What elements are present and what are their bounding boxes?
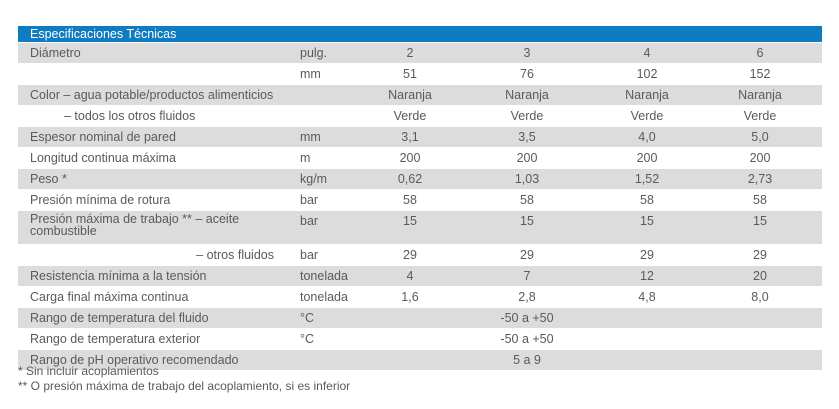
cell-value: 0,62	[397, 172, 423, 186]
row-label: Longitud continua máxima	[30, 151, 176, 165]
cell-value: Naranja	[505, 88, 549, 102]
cell-value: 29	[520, 248, 534, 262]
cell-value: 29	[640, 248, 654, 262]
cell-value: 58	[753, 193, 767, 207]
row-unit: tonelada	[300, 269, 348, 283]
cell-value: 200	[399, 151, 421, 165]
row-unit: pulg.	[300, 46, 328, 60]
cell-value: 2,73	[747, 172, 773, 186]
row-label: Rango de pH operativo recomendado	[30, 353, 239, 367]
table-title: Especificaciones Técnicas	[18, 26, 822, 42]
row-label: Presión mínima de rotura	[30, 193, 171, 207]
row-label: Color – agua potable/productos alimentic…	[30, 88, 274, 102]
row-label: Presión máxima de trabajo ** – aceite co…	[30, 212, 240, 238]
cell-value: 15	[753, 214, 767, 228]
cell-value: Verde	[630, 109, 664, 123]
cell-value: Verde	[510, 109, 544, 123]
cell-value: 1,6	[401, 290, 419, 304]
table-row: Rango de temperatura exterior °C -50 a +50	[18, 329, 822, 350]
table-row: – todos los otros fluidos Verde Verde Verde…	[18, 106, 822, 127]
cell-value: Verde	[393, 109, 427, 123]
row-unit: bar	[300, 248, 319, 262]
row-unit: mm	[300, 67, 321, 81]
cell-value: 5,0	[751, 130, 769, 144]
cell-value: Naranja	[625, 88, 669, 102]
merged-value: 5 a 9	[513, 353, 541, 367]
table-row: Color – agua potable/productos alimentic…	[18, 85, 822, 106]
cell-value: 200	[636, 151, 658, 165]
cell-value: 4	[643, 46, 651, 60]
cell-value: 152	[749, 67, 771, 81]
table-row: Rango de pH operativo recomendado 5 a 9	[18, 350, 822, 371]
table-row: Presión máxima de trabajo ** – aceite co…	[18, 211, 822, 245]
table-row: Diámetro pulg. 2 3 4 6	[18, 43, 822, 64]
row-label: Peso *	[30, 172, 67, 186]
cell-value: 12	[640, 269, 654, 283]
cell-value: 3,1	[401, 130, 419, 144]
table-row: mm 51 76 102 152	[18, 64, 822, 85]
cell-value: 2,8	[518, 290, 536, 304]
row-label: Diámetro	[30, 46, 81, 60]
cell-value: 4,0	[638, 130, 656, 144]
table-row: Rango de temperatura del fluido °C -50 a +…	[18, 308, 822, 329]
cell-value: 76	[520, 67, 534, 81]
cell-value: 8,0	[751, 290, 769, 304]
cell-value: 15	[403, 214, 417, 228]
row-label: – todos los otros fluidos	[64, 109, 196, 123]
cell-value: 58	[640, 193, 654, 207]
cell-value: 6	[756, 46, 764, 60]
cell-value: 200	[749, 151, 771, 165]
table-row: Longitud continua máxima m 200 200 200 200	[18, 148, 822, 169]
footnote: * Sin incluir acoplamientos	[18, 364, 159, 378]
row-unit: mm	[300, 130, 321, 144]
cell-value: Verde	[743, 109, 777, 123]
row-label: Resistencia mínima a la tensión	[30, 269, 207, 283]
row-unit: tonelada	[300, 290, 348, 304]
row-unit: °C	[300, 332, 315, 346]
cell-value: 4,8	[638, 290, 656, 304]
table-row: Carga final máxima continua tonelada 1,6 2,…	[18, 287, 822, 308]
table-row: Resistencia mínima a la tensión tonelada 4…	[18, 266, 822, 287]
row-unit: kg/m	[300, 172, 328, 186]
cell-value: 7	[523, 269, 531, 283]
cell-value: Naranja	[738, 88, 782, 102]
row-label: Carga final máxima continua	[30, 290, 189, 304]
cell-value: 20	[753, 269, 767, 283]
row-unit: bar	[300, 193, 319, 207]
cell-value: 1,52	[634, 172, 660, 186]
cell-value: 15	[640, 214, 654, 228]
cell-value: 3,5	[518, 130, 536, 144]
row-unit: bar	[300, 214, 319, 228]
row-label: Rango de temperatura exterior	[30, 332, 201, 346]
cell-value: 29	[403, 248, 417, 262]
cell-value: 29	[753, 248, 767, 262]
cell-value: 58	[403, 193, 417, 207]
cell-value: 3	[523, 46, 531, 60]
cell-value: 4	[406, 269, 414, 283]
merged-value: -50 a +50	[500, 332, 554, 346]
footnote: ** O presión máxima de trabajo del acopl…	[18, 379, 351, 393]
row-label: Rango de temperatura del fluido	[30, 311, 209, 325]
table-row: Presión mínima de rotura bar 58 58 58 58	[18, 190, 822, 211]
cell-value: Naranja	[388, 88, 432, 102]
cell-value: 58	[520, 193, 534, 207]
cell-value: 2	[406, 46, 414, 60]
table-row: Peso * kg/m 0,62 1,03 1,52 2,73	[18, 169, 822, 190]
cell-value: 51	[403, 67, 417, 81]
table-row: – otros fluidos bar 29 29 29 29	[18, 245, 822, 266]
row-label: Espesor nominal de pared	[30, 130, 176, 144]
row-unit: °C	[300, 311, 315, 325]
cell-value: 15	[520, 214, 534, 228]
merged-value: -50 a +50	[500, 311, 554, 325]
cell-value: 200	[516, 151, 538, 165]
cell-value: 102	[636, 67, 658, 81]
row-unit: m	[300, 151, 311, 165]
row-label: – otros fluidos	[196, 248, 274, 262]
table-row: Espesor nominal de pared mm 3,1 3,5 4,0 5,0	[18, 127, 822, 148]
spec-table: Diámetro pulg. 2 3 4 6 mm 51 76 102 152 Color – agu…	[18, 43, 822, 371]
cell-value: 1,03	[514, 172, 540, 186]
